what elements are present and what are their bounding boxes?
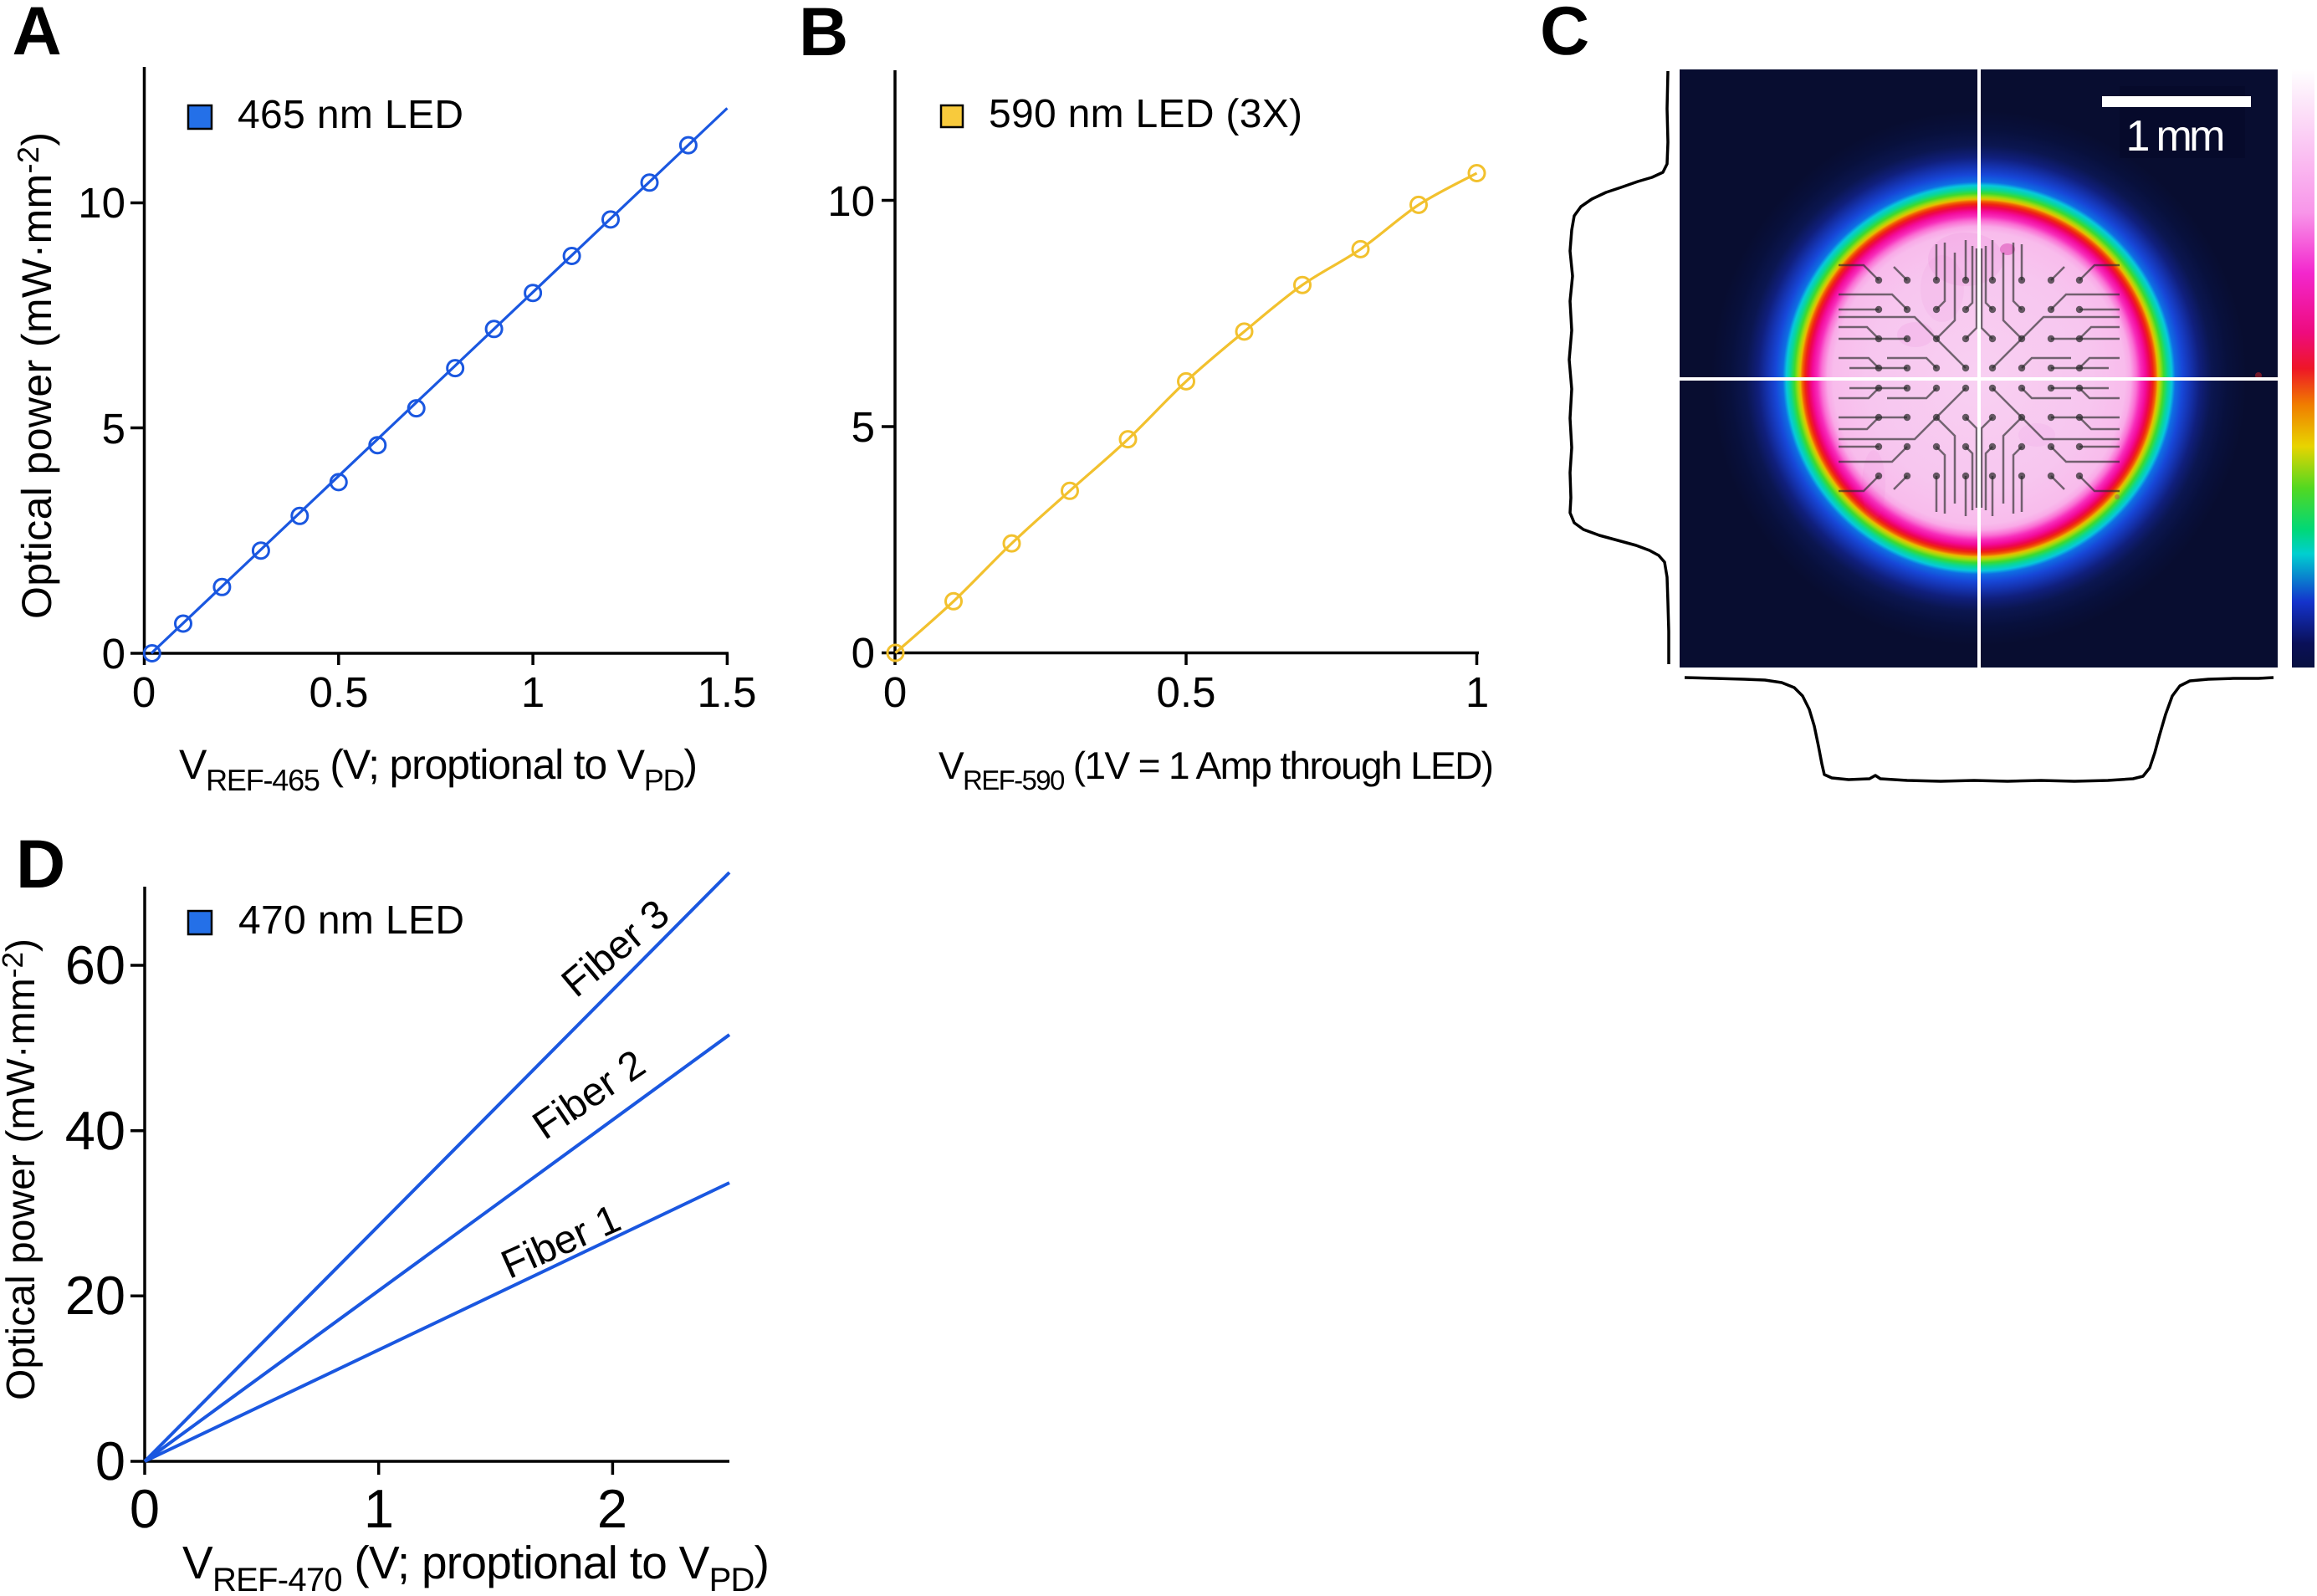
svg-text:1: 1 (1465, 668, 1489, 716)
svg-text:Optical power (mW·mm-2): Optical power (mW·mm-2) (0, 939, 43, 1400)
svg-text:2: 2 (597, 1478, 627, 1539)
svg-text:5: 5 (852, 403, 875, 451)
svg-text:470 nm LED: 470 nm LED (238, 898, 464, 943)
svg-text:0: 0 (95, 1430, 125, 1491)
svg-text:5: 5 (102, 405, 125, 453)
svg-text:1: 1 (364, 1478, 394, 1539)
svg-text:1 mm: 1 mm (2126, 112, 2226, 161)
svg-text:0: 0 (132, 668, 156, 716)
svg-text:0: 0 (883, 668, 907, 716)
svg-text:0.5: 0.5 (309, 668, 369, 716)
svg-text:0: 0 (102, 630, 125, 678)
svg-text:A: A (13, 0, 62, 69)
svg-text:1: 1 (521, 668, 545, 716)
svg-text:1.5: 1.5 (698, 668, 757, 716)
svg-text:10: 10 (78, 179, 125, 227)
svg-text:VREF-590 (1V = 1 Amp through L: VREF-590 (1V = 1 Amp through LED) (939, 744, 1494, 795)
svg-text:0: 0 (852, 629, 875, 677)
svg-text:10: 10 (827, 177, 875, 225)
svg-text:40: 40 (65, 1100, 125, 1161)
svg-text:590 nm LED (3X): 590 nm LED (3X) (989, 92, 1302, 136)
svg-text:60: 60 (65, 934, 125, 995)
svg-text:0.5: 0.5 (1157, 668, 1216, 716)
svg-text:C: C (1540, 0, 1589, 69)
svg-text:Optical power (mW·mm-2): Optical power (mW·mm-2) (11, 132, 60, 619)
svg-text:D: D (16, 826, 65, 903)
svg-text:B: B (799, 0, 848, 70)
svg-text:20: 20 (65, 1265, 125, 1326)
svg-text:0: 0 (130, 1478, 160, 1539)
svg-text:465 nm LED: 465 nm LED (238, 93, 463, 137)
